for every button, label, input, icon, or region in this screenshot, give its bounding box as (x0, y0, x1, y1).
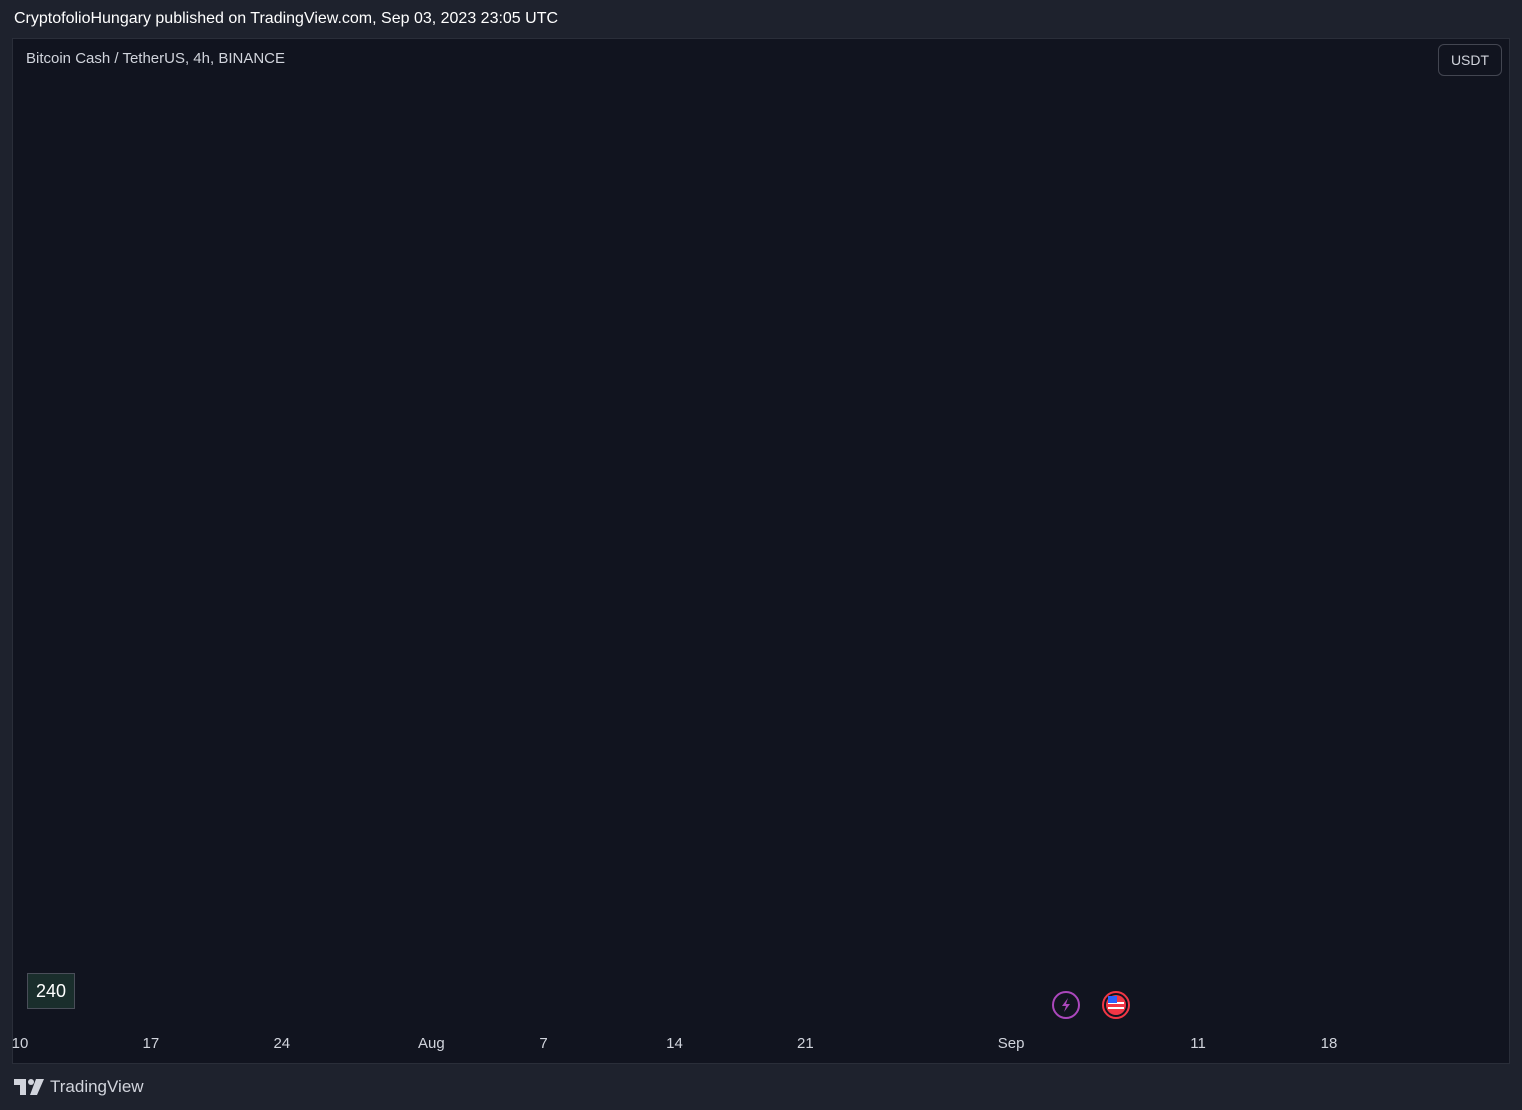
lightning-event-icon[interactable] (1052, 991, 1080, 1019)
chart-frame (12, 38, 1510, 1064)
x-tick-label: Sep (998, 1035, 1025, 1052)
publisher-attribution: CryptofolioHungary published on TradingV… (14, 10, 559, 27)
us-flag-event-icon[interactable] (1102, 991, 1130, 1019)
x-tick-label: 24 (273, 1035, 290, 1052)
x-tick-label: 11 (1190, 1035, 1206, 1052)
event-markers[interactable] (1052, 991, 1130, 1019)
currency-button[interactable]: USDT (1438, 44, 1502, 76)
x-tick-label: 21 (797, 1035, 814, 1052)
x-tick-label: Aug (418, 1035, 445, 1052)
x-tick-label: 18 (1321, 1035, 1338, 1052)
tradingview-brand[interactable]: TradingView (14, 1075, 144, 1099)
x-tick-label: 7 (539, 1035, 547, 1052)
x-tick-label: 14 (666, 1035, 683, 1052)
x-tick-label: 10 (12, 1035, 29, 1052)
tradingview-logo-icon (14, 1079, 44, 1095)
time-axis[interactable]: 10 17 24 Aug 7 14 21 Sep 11 18 (12, 1035, 1338, 1052)
tradingview-wordmark: TradingView (50, 1077, 144, 1096)
x-tick-label: 17 (143, 1035, 160, 1052)
interval-badge: 240 (27, 973, 75, 1009)
symbol-title: Bitcoin Cash / TetherUS, 4h, BINANCE (26, 50, 285, 67)
